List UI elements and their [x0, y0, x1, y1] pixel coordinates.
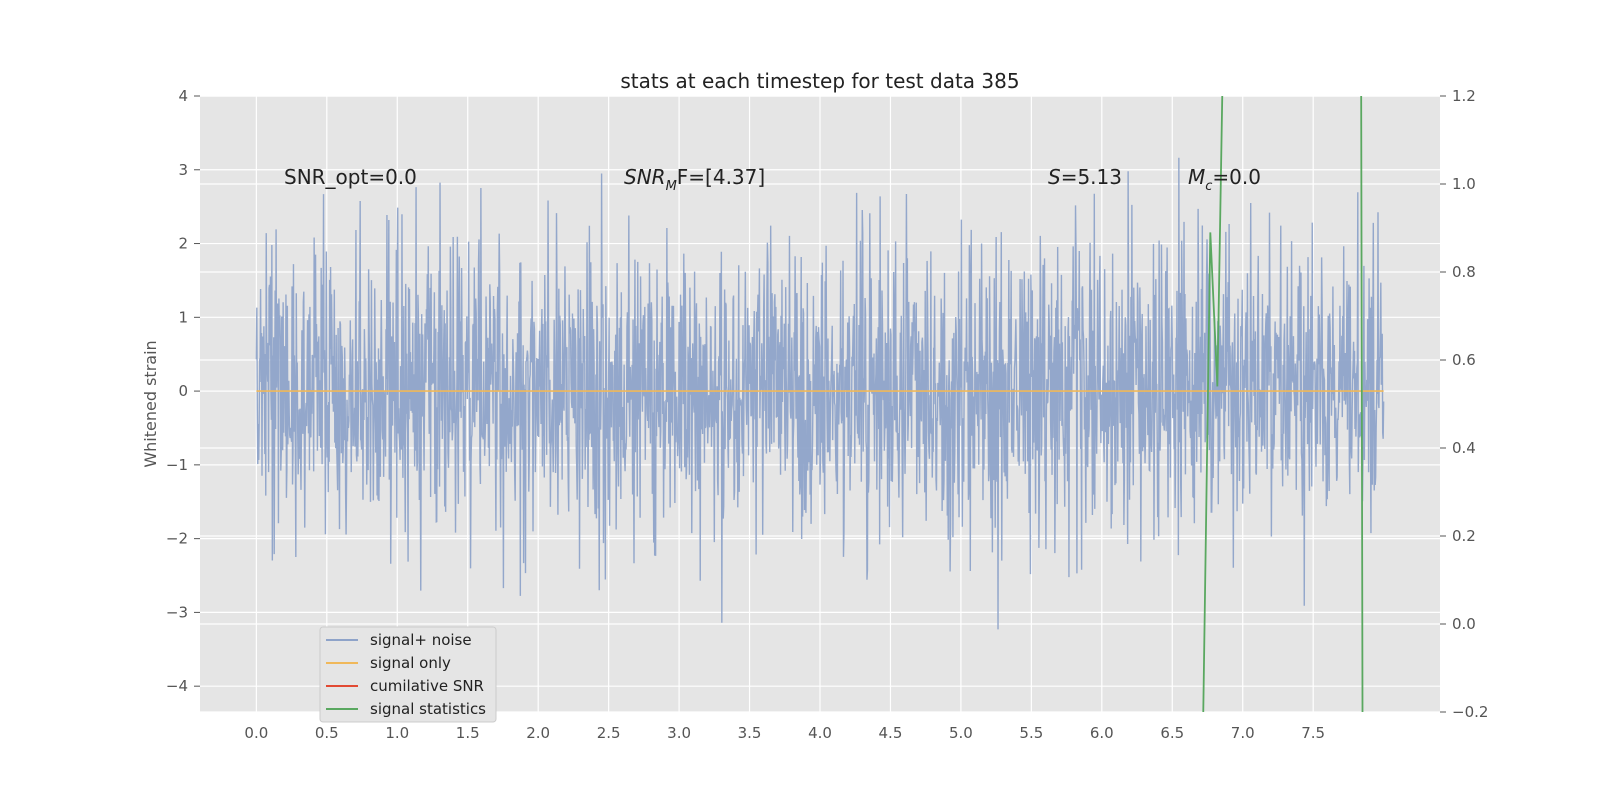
chart-title: stats at each timestep for test data 385: [620, 69, 1019, 93]
x-tick-label: 6.0: [1090, 724, 1114, 742]
y-tick-label: 4: [178, 87, 188, 105]
annotations: SNR_opt=0.0 SNRMF=[4.37] S=5.13 Mc=0.0: [284, 165, 1261, 194]
x-tick-label: 6.5: [1160, 724, 1184, 742]
x-tick-label: 1.5: [456, 724, 480, 742]
y-axis-label: Whitened strain: [141, 340, 160, 467]
y2-tick-label: 0.8: [1452, 263, 1476, 281]
y-tick-label: −3: [166, 603, 188, 621]
y2-tick-label: 0.2: [1452, 527, 1476, 545]
x-tick-label: 7.5: [1301, 724, 1325, 742]
x-tick-label: 1.0: [385, 724, 409, 742]
x-tick-label: 3.0: [667, 724, 691, 742]
x-tick-label: 5.0: [949, 724, 973, 742]
y2-tick-label: 1.0: [1452, 175, 1476, 193]
x-tick-label: 0.0: [244, 724, 268, 742]
series-signal-noise: [255, 157, 1385, 630]
y-tick-label: −2: [166, 530, 188, 548]
x-tick-label: 2.5: [597, 724, 621, 742]
legend: signal+ noise signal only cumilative SNR…: [319, 626, 497, 723]
x-tick-label: 0.5: [315, 724, 339, 742]
x-tick-label: 4.5: [879, 724, 903, 742]
noise-trace: [255, 157, 1385, 630]
y-tick-label: 2: [178, 235, 188, 253]
y2-tick-label: 0.6: [1452, 351, 1476, 369]
annotation-snr-mf: SNRMF=[4.37]: [624, 165, 765, 194]
x-tick-label: 5.5: [1019, 724, 1043, 742]
legend-label-signal: signal only: [370, 654, 451, 672]
stats-trace: [1202, 96, 1364, 712]
annotation-mc: Mc=0.0: [1188, 165, 1261, 194]
legend-label-snr: cumilative SNR: [370, 677, 484, 695]
y-tick-label: 0: [178, 382, 188, 400]
y2-tick-label: 1.2: [1452, 87, 1476, 105]
y-tick-label: 3: [178, 161, 188, 179]
x-tick-label: 7.0: [1231, 724, 1255, 742]
y-tick-label: −4: [166, 677, 188, 695]
x-tick-label: 4.0: [808, 724, 832, 742]
x-tick-label: 2.0: [526, 724, 550, 742]
series-signal-statistics: [1202, 96, 1364, 712]
legend-label-noise: signal+ noise: [370, 631, 472, 649]
y-tick-label: −1: [166, 456, 188, 474]
legend-label-stats: signal statistics: [370, 700, 486, 718]
y2-tick-label: 0.0: [1452, 615, 1476, 633]
tick-labels: 0.0 0.5 1.0 1.5 2.0 2.5 3.0 3.5 4.0 4.5 5.0 5.5 6.0 6…: [166, 87, 1489, 742]
legend-box: [319, 626, 497, 723]
annotation-s: S=5.13: [1048, 165, 1122, 189]
y2-tick-label: −0.2: [1452, 703, 1488, 721]
x-tick-label: 3.5: [738, 724, 762, 742]
y-tick-label: 1: [178, 308, 188, 326]
annotation-snr-opt: SNR_opt=0.0: [284, 165, 417, 189]
y2-tick-label: 0.4: [1452, 439, 1476, 457]
